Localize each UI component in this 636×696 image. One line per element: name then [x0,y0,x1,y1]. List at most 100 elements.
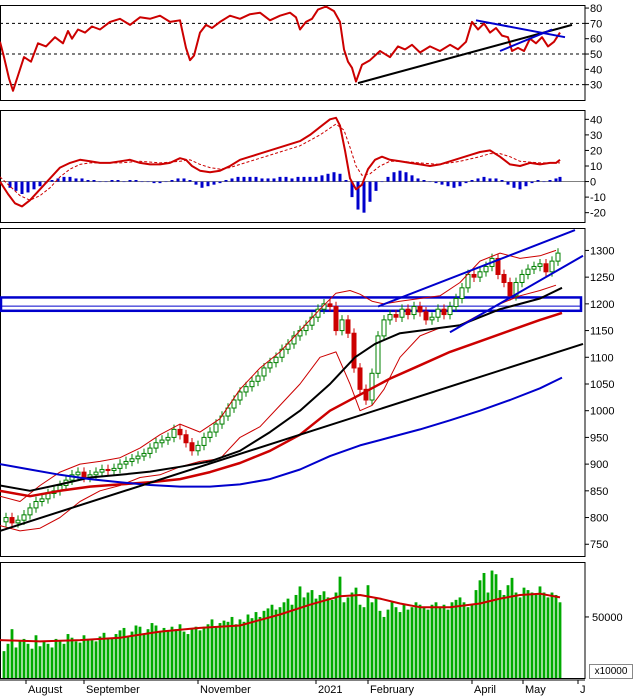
macd-tick-label: -10 [590,192,606,204]
candle-body [135,455,141,460]
macd-histogram-bar [32,181,36,190]
macd-tick-label: 10 [590,161,602,173]
macd-histogram-bar [470,180,474,182]
candle-body [483,265,489,273]
candlestick [135,451,141,464]
macd-histogram-bar [80,178,84,182]
candlestick [357,363,363,395]
macd-histogram-bar [356,181,360,210]
macd-frame [0,110,586,223]
volume-bar [170,626,174,678]
candle-body [231,399,237,409]
volume-bar [278,607,282,678]
macd-histogram-bar [230,178,234,182]
candlestick [381,315,387,341]
macd-tick-label: 40 [590,114,602,126]
candlestick [447,301,453,320]
macd-histogram-bar [452,181,456,188]
candlestick [201,432,207,451]
macd-histogram-bar [110,180,114,182]
candlestick [525,264,531,280]
candlestick [27,503,33,520]
candle-body [261,367,267,377]
candlestick [111,463,117,476]
candle-body [213,423,219,433]
volume-bar [262,610,266,678]
macd-histogram-bar [122,181,126,183]
candle-body [453,298,459,308]
price-tick-label: 950 [590,432,608,444]
volume-bar [410,607,414,678]
macd-tick-label: 20 [590,145,602,157]
candlestick [453,293,459,312]
volume-bar [334,592,338,678]
volume-bar [10,629,14,678]
macd-histogram-bar [38,181,42,187]
volume-bar [330,599,334,678]
volume-bar [490,570,494,678]
volume-bar [250,618,254,678]
candlestick [399,304,405,323]
volume-bar [310,590,314,678]
candlestick [9,512,15,528]
volume-bar [14,647,18,678]
candlestick [153,437,159,453]
macd-histogram-bar [554,178,558,182]
volume-bar [226,621,230,678]
macd-histogram-bar [548,180,552,182]
candlestick [429,312,435,325]
candle-body [21,514,27,521]
macd-histogram-bar [194,181,198,185]
price-tick-label: 900 [590,459,608,471]
candle-body [255,375,261,382]
rsi-tick-label: 50 [590,49,602,61]
volume-bar [146,629,150,678]
candle-body [207,431,213,438]
macd-histogram-bar [320,175,324,182]
volume-bar [286,598,290,678]
volume-bar [418,604,422,678]
volume-bar [414,602,418,678]
volume-bar [198,630,202,678]
rsi-frame [0,5,586,101]
candle-body [339,319,345,332]
volume-bar [110,638,114,678]
macd-histogram-bar [74,178,78,182]
candle-body [177,428,183,436]
candle-body [303,324,309,332]
candlestick [333,301,339,336]
volume-bar [222,620,226,678]
macd-histogram-bar [8,181,12,188]
price-tick-label: 1150 [590,326,614,338]
candlestick [123,456,129,469]
price-tick-label: 800 [590,513,608,525]
volume-bar [550,592,554,678]
volume-bar [258,616,262,678]
candlestick [129,453,135,467]
candle-body [273,356,279,364]
candlestick [435,304,441,323]
candle-body [351,332,357,369]
candlestick [471,269,477,282]
candle-body [3,517,9,523]
volume-bar [234,624,238,678]
volume-bar [522,587,526,678]
volume-bar [378,610,382,678]
candle-body [201,436,207,446]
candlestick [519,269,525,288]
macd-histogram-bar [296,176,300,182]
volume-bar [466,607,470,678]
x-tick-label: August [28,684,62,696]
macd-histogram-bar [104,181,108,183]
candle-body [399,308,405,318]
volume-bar [362,607,366,678]
volume-bar [270,604,274,678]
candle-body [531,265,537,270]
moving-average-black-line [0,286,563,492]
macd-histogram-bar [458,181,462,187]
volume-bar [38,646,42,678]
volume-bar [322,591,326,678]
macd-histogram-bar [224,180,228,182]
candlestick [441,304,447,320]
rsi-tick-label: 30 [590,80,602,92]
